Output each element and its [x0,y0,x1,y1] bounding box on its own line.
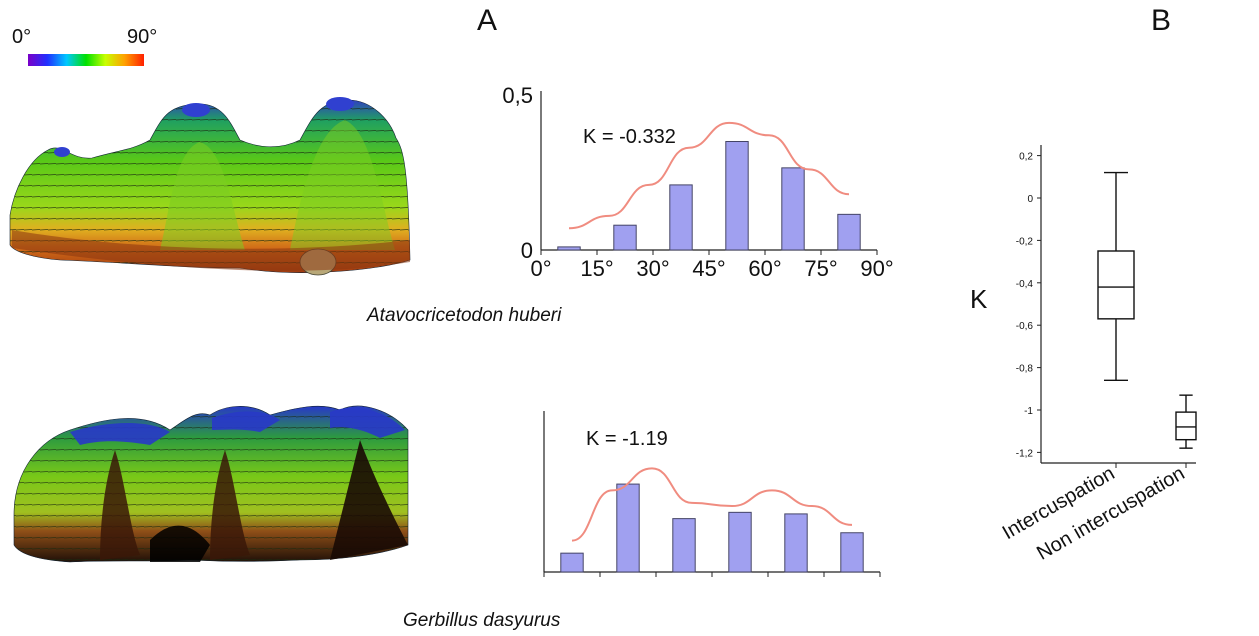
panel-a-label: A [477,4,498,37]
hist2-bar [840,532,864,573]
colorbar-min-label: 0° [12,26,32,48]
hist1-x-tick-label: 0° [530,256,551,281]
boxplot-y-tick-label: 0,2 [1019,152,1033,163]
hist1-y-tick-label: 0 [521,238,533,263]
hist1-density-curve [568,121,850,230]
hist1-bar [781,167,805,251]
panel-b-label: B [1151,4,1172,37]
hist2-bar [728,511,752,573]
boxplot-y-tick-label: -0,4 [1016,279,1034,290]
hist1-x-tick-label: 90° [860,256,893,281]
colorbar [28,54,144,66]
boxplot-y-tick-label: 0 [1027,194,1033,205]
hist1-bar [837,213,861,251]
colorbar-max-label: 90° [127,26,158,48]
species-caption-1: Atavocricetodon huberi [367,305,562,326]
hist1-bar [725,141,749,251]
boxplot-y-axis-label: K [970,284,988,314]
boxplot-y-tick-label: -0,6 [1016,321,1034,332]
hist1-x-tick-label: 30° [636,256,669,281]
hist1-bar [557,246,581,251]
hist1-x-tick-label: 15° [580,256,613,281]
species-caption-2: Gerbillus dasyurus [403,610,561,631]
boxplot-box [1097,250,1135,320]
hist1-bar [613,224,637,251]
hist1-bar [669,184,693,251]
boxplot-y-tick-label: -1 [1024,406,1033,417]
hist2-bar [672,518,696,573]
boxplot-y-tick-label: -0,8 [1016,364,1034,375]
hist2-bar [784,513,808,573]
hist1-x-tick-label: 75° [804,256,837,281]
hist1-y-tick-label: 0,5 [502,83,533,108]
hist2-density-curve [571,467,853,542]
boxplot-y-tick-label: -1,2 [1016,448,1034,459]
hist1-k-annotation: K = -0.332 [583,126,676,148]
hist2-k-annotation: K = -1.19 [586,428,668,450]
hist2-bar [560,552,584,573]
boxplot-y-tick-label: -0,2 [1016,236,1034,247]
hist1-x-tick-label: 45° [692,256,725,281]
boxplot-box [1175,411,1197,441]
hist1-x-tick-label: 60° [748,256,781,281]
